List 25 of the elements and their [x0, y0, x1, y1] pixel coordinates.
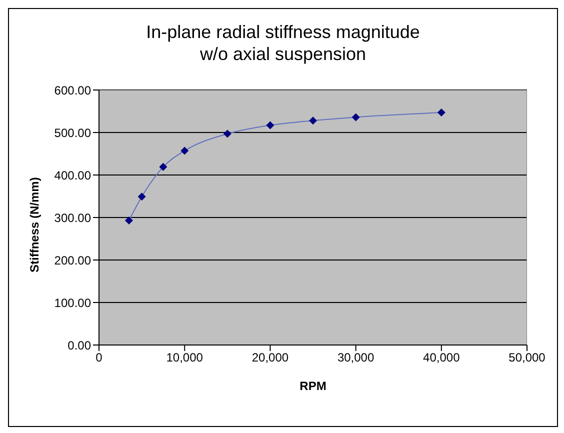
y-tick-label: 300.00 — [54, 210, 92, 225]
point — [138, 192, 146, 201]
x-axis-title: RPM — [300, 379, 326, 393]
point — [309, 116, 317, 125]
x-tick-label: 0 — [96, 350, 103, 365]
y-tick-label: 0.00 — [68, 338, 92, 352]
point — [223, 130, 232, 138]
point — [437, 108, 446, 117]
y-axis-title: Stiffness (N/mm) — [27, 177, 42, 272]
y-tick-label: 200.00 — [54, 253, 92, 268]
x-tick-label: 10,000 — [166, 350, 204, 365]
point — [266, 121, 274, 130]
y-tick-label: 400.00 — [54, 168, 92, 182]
y-tick-label: 100.00 — [54, 296, 92, 310]
point — [124, 216, 133, 224]
point — [159, 162, 168, 171]
point — [180, 146, 189, 155]
x-tick-label: 40,000 — [423, 350, 460, 365]
x-tick-label: 50,000 — [508, 350, 546, 365]
y-tick-label: 500.00 — [54, 126, 92, 140]
y-tick-label: 600.00 — [54, 83, 92, 98]
x-tick-label: 20,000 — [252, 350, 289, 365]
x-tick-label: 30,000 — [337, 350, 374, 365]
point — [352, 113, 360, 122]
chart-title: In-plane radial stiffness magnitude w/o axial suspension — [145, 21, 421, 65]
